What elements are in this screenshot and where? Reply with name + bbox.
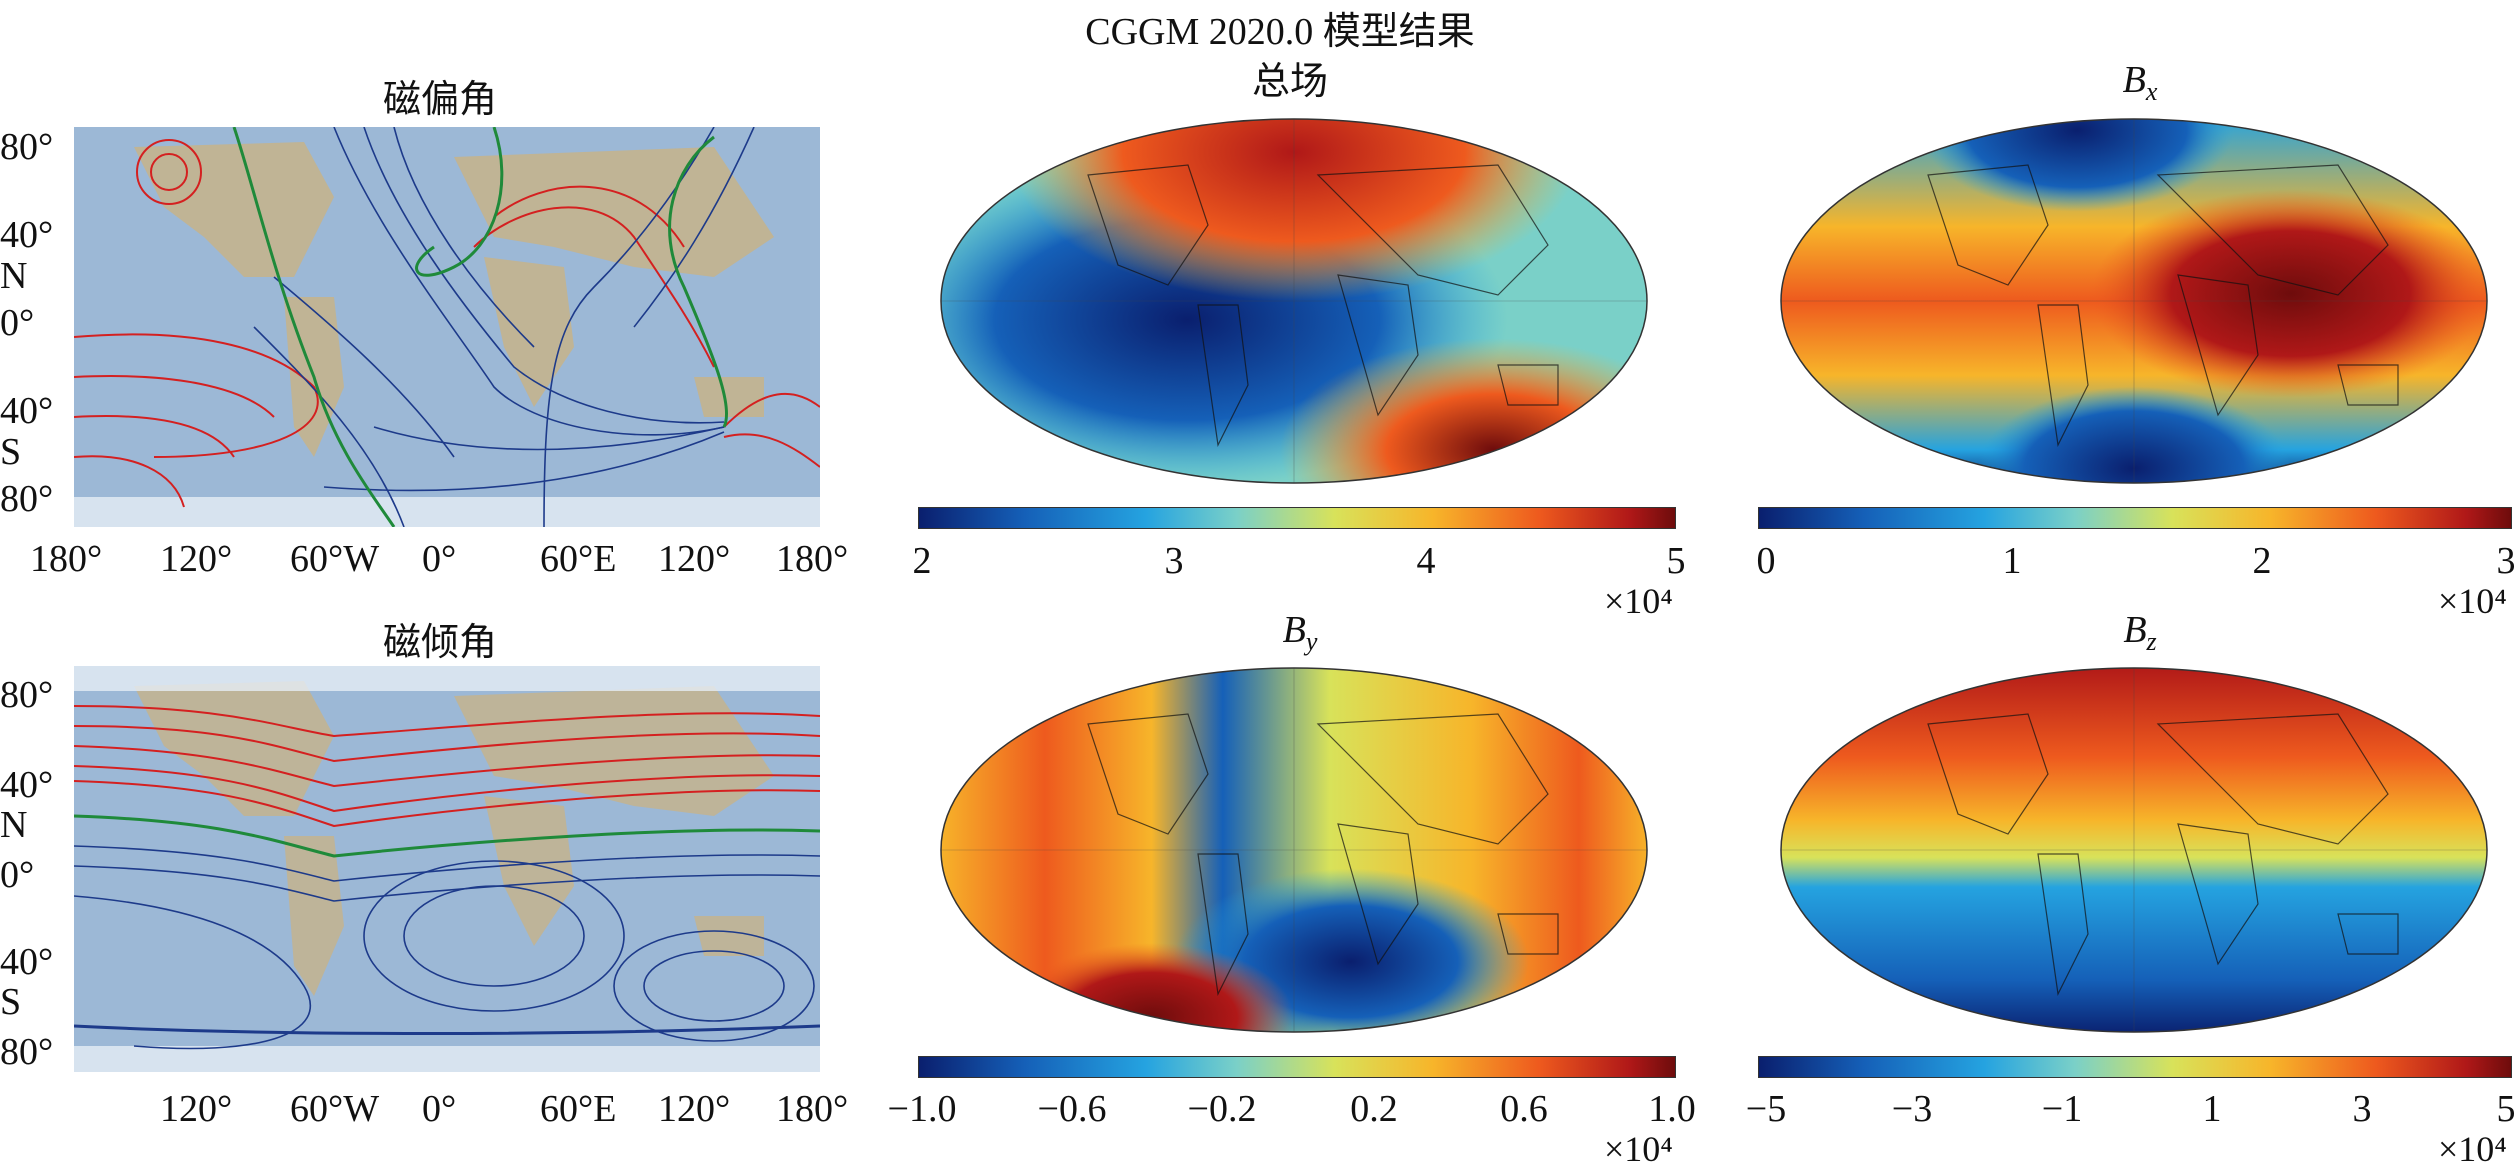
bz-title-sub: z — [2146, 627, 2157, 656]
dec-lon-tick-120e: 120° — [658, 538, 731, 580]
inc-lat-tick-s: S — [0, 981, 22, 1023]
dec-lat-tick-40s: 40° — [0, 390, 54, 432]
by-cbar-tick: 0.2 — [1350, 1088, 1398, 1130]
declination-title: 磁偏角 — [382, 79, 497, 121]
bz-title: Bz — [2080, 608, 2200, 657]
by-colorbar — [918, 1056, 1676, 1078]
inc-lon-tick-120w: 120° — [160, 1088, 233, 1130]
bx-colorbar — [1758, 507, 2512, 529]
inc-lat-tick-0: 0° — [0, 854, 35, 896]
bz-cbar-tick: −5 — [1745, 1088, 1787, 1130]
inclination-map — [74, 666, 820, 1072]
dec-lon-tick-120w: 120° — [160, 538, 233, 580]
inc-lon-tick-0: 0° — [422, 1088, 457, 1130]
dec-lat-tick-40n: 40° — [0, 214, 54, 256]
inc-lat-tick-40n: 40° — [0, 764, 54, 806]
inc-lat-tick-80n: 80° — [0, 674, 54, 716]
by-map — [940, 667, 1648, 1033]
bz-map — [1780, 667, 2488, 1033]
bx-title-main: B — [2122, 59, 2146, 101]
bz-colorbar — [1758, 1056, 2512, 1078]
total-cbar-multiplier: ×10⁴ — [1604, 581, 1673, 621]
figure-title: CGGM 2020.0 模型结果 — [1085, 11, 1475, 53]
by-title-main: B — [1282, 609, 1306, 651]
total-cbar-tick: 5 — [1666, 540, 1686, 582]
by-cbar-tick: −0.6 — [1037, 1088, 1107, 1130]
inc-lon-tick-120e: 120° — [658, 1088, 731, 1130]
dec-lon-tick-180w: 180° — [30, 538, 103, 580]
inc-lon-tick-60w: 60°W — [290, 1088, 380, 1130]
total-field-map — [940, 118, 1648, 484]
bz-cbar-tick: 5 — [2496, 1088, 2516, 1130]
bz-cbar-tick: −1 — [2041, 1088, 2083, 1130]
inc-lat-tick-n: N — [0, 804, 28, 846]
by-title: By — [1240, 608, 1360, 657]
bx-title-sub: x — [2145, 77, 2158, 106]
dec-lat-tick-80s: 80° — [0, 478, 54, 520]
inc-lon-tick-60e: 60°E — [540, 1088, 617, 1130]
bx-title: Bx — [2080, 58, 2200, 107]
dec-lat-tick-80n: 80° — [0, 126, 54, 168]
inclination-title: 磁倾角 — [382, 622, 497, 664]
total-field-title: 总场 — [1251, 61, 1328, 103]
inc-lat-tick-40s: 40° — [0, 941, 54, 983]
bx-cbar-multiplier: ×10⁴ — [2438, 581, 2507, 621]
total-cbar-tick: 3 — [1164, 540, 1184, 582]
dec-lon-tick-60e: 60°E — [540, 538, 617, 580]
by-cbar-tick: −1.0 — [887, 1088, 957, 1130]
declination-map — [74, 127, 820, 527]
bz-cbar-tick: −3 — [1891, 1088, 1933, 1130]
bx-map — [1780, 118, 2488, 484]
total-cbar-tick: 4 — [1416, 540, 1436, 582]
bz-title-main: B — [2123, 609, 2147, 651]
by-cbar-tick: 1.0 — [1648, 1088, 1696, 1130]
by-cbar-tick: −0.2 — [1187, 1088, 1257, 1130]
inc-lon-tick-180e: 180° — [776, 1088, 849, 1130]
bz-cbar-tick: 1 — [2202, 1088, 2222, 1130]
bx-cbar-tick: 2 — [2252, 540, 2272, 582]
dec-lat-tick-0: 0° — [0, 302, 35, 344]
bx-cbar-tick: 3 — [2496, 540, 2516, 582]
by-cbar-multiplier: ×10⁴ — [1604, 1129, 1673, 1169]
bx-cbar-tick: 1 — [2002, 540, 2022, 582]
dec-lat-tick-n: N — [0, 255, 28, 297]
dec-lat-tick-s: S — [0, 431, 22, 473]
total-field-colorbar — [918, 507, 1676, 529]
bz-cbar-tick: 3 — [2352, 1088, 2372, 1130]
dec-lon-tick-180e: 180° — [776, 538, 849, 580]
by-cbar-tick: 0.6 — [1500, 1088, 1548, 1130]
total-cbar-tick: 2 — [912, 540, 932, 582]
dec-lon-tick-60w: 60°W — [290, 538, 380, 580]
inc-lat-tick-80s: 80° — [0, 1031, 54, 1073]
bz-cbar-multiplier: ×10⁴ — [2438, 1129, 2507, 1169]
dec-lon-tick-0: 0° — [422, 538, 457, 580]
by-title-sub: y — [1305, 627, 1318, 656]
bx-cbar-tick: 0 — [1756, 540, 1776, 582]
